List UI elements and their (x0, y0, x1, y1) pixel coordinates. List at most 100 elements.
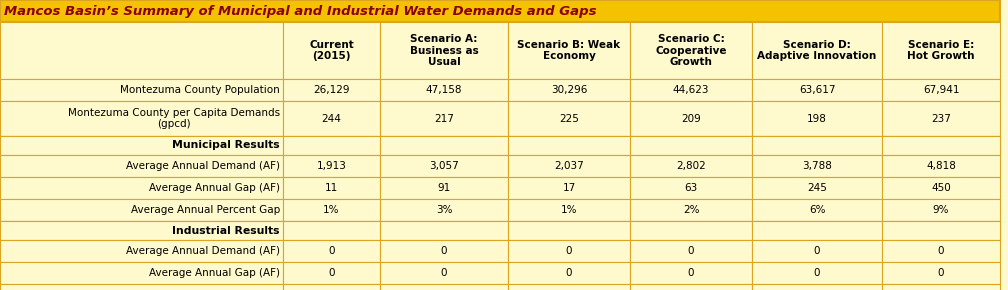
Bar (283, 177, 380, 199)
Bar (882, 284, 1000, 290)
Bar (630, 136, 752, 155)
Bar (508, 221, 630, 240)
Text: 91: 91 (437, 183, 451, 193)
Text: Average Annual Demand (AF): Average Annual Demand (AF) (126, 161, 280, 171)
Bar (508, 240, 630, 262)
Text: 0: 0 (937, 268, 944, 278)
Text: 0: 0 (565, 268, 573, 278)
Text: 0: 0 (687, 268, 695, 278)
Bar (0, 240, 283, 262)
Bar (283, 240, 380, 262)
Text: 1%: 1% (324, 205, 340, 215)
Bar (0, 177, 283, 199)
Bar (380, 155, 508, 177)
Text: 3,057: 3,057 (429, 161, 459, 171)
Bar (752, 136, 882, 155)
Bar (508, 177, 630, 199)
Text: Municipal Results: Municipal Results (172, 140, 280, 151)
Text: 0: 0 (329, 246, 335, 256)
Bar (380, 136, 508, 155)
Bar (630, 240, 752, 262)
Text: 245: 245 (807, 183, 827, 193)
Text: 3,788: 3,788 (802, 161, 832, 171)
Text: 6%: 6% (808, 205, 826, 215)
Text: Montezuma County Population: Montezuma County Population (120, 85, 280, 95)
Bar (630, 177, 752, 199)
Text: 1%: 1% (560, 205, 578, 215)
Bar (752, 177, 882, 199)
Bar (508, 79, 630, 101)
Text: 1,913: 1,913 (317, 161, 347, 171)
Bar (630, 101, 752, 136)
Text: Average Annual Gap (AF): Average Annual Gap (AF) (149, 268, 280, 278)
Text: 0: 0 (687, 246, 695, 256)
Bar (882, 101, 1000, 136)
Bar (882, 155, 1000, 177)
Text: 0: 0 (813, 246, 821, 256)
Bar (0, 221, 1000, 240)
Bar (630, 199, 752, 221)
Bar (630, 284, 752, 290)
Bar (508, 155, 630, 177)
Text: 2,037: 2,037 (554, 161, 584, 171)
Bar (752, 155, 882, 177)
Bar (508, 136, 630, 155)
Text: 17: 17 (562, 183, 576, 193)
Bar (882, 262, 1000, 284)
Text: 450: 450 (931, 183, 951, 193)
Bar (283, 79, 380, 101)
Bar (630, 22, 752, 79)
Text: Scenario D:
Adaptive Innovation: Scenario D: Adaptive Innovation (757, 40, 877, 61)
Bar (0, 101, 283, 136)
Bar (882, 177, 1000, 199)
Bar (0, 221, 283, 240)
Bar (752, 79, 882, 101)
Text: 209: 209 (681, 113, 701, 124)
Bar (752, 221, 882, 240)
Bar (752, 240, 882, 262)
Bar (283, 221, 380, 240)
Bar (752, 284, 882, 290)
Bar (283, 101, 380, 136)
Bar (882, 221, 1000, 240)
Text: Scenario C:
Cooperative
Growth: Scenario C: Cooperative Growth (655, 34, 727, 67)
Text: Scenario E:
Hot Growth: Scenario E: Hot Growth (907, 40, 975, 61)
Bar (380, 22, 508, 79)
Text: 244: 244 (322, 113, 342, 124)
Bar (882, 22, 1000, 79)
Bar (0, 262, 283, 284)
Bar (752, 22, 882, 79)
Bar (283, 199, 380, 221)
Bar (508, 284, 630, 290)
Text: Montezuma County per Capita Demands
(gpcd): Montezuma County per Capita Demands (gpc… (68, 108, 280, 129)
Bar (882, 240, 1000, 262)
Text: 225: 225 (559, 113, 579, 124)
Bar (0, 136, 1000, 155)
Bar (283, 284, 380, 290)
Text: 0: 0 (440, 246, 448, 256)
Text: 11: 11 (325, 183, 338, 193)
Bar (0, 136, 283, 155)
Bar (882, 199, 1000, 221)
Bar (630, 79, 752, 101)
Bar (508, 199, 630, 221)
Bar (283, 262, 380, 284)
Bar (380, 240, 508, 262)
Text: 47,158: 47,158 (425, 85, 463, 95)
Text: 30,296: 30,296 (550, 85, 588, 95)
Text: 63,617: 63,617 (798, 85, 836, 95)
Bar (380, 79, 508, 101)
Text: Current
(2015): Current (2015) (309, 40, 354, 61)
Text: Scenario B: Weak
Economy: Scenario B: Weak Economy (517, 40, 621, 61)
Bar (0, 199, 283, 221)
Text: 2,802: 2,802 (676, 161, 706, 171)
Text: 4,818: 4,818 (926, 161, 956, 171)
Bar (752, 101, 882, 136)
Bar (508, 262, 630, 284)
Text: Scenario A:
Business as
Usual: Scenario A: Business as Usual (409, 34, 479, 67)
Bar (380, 262, 508, 284)
Bar (882, 79, 1000, 101)
Text: 9%: 9% (932, 205, 950, 215)
Text: 63: 63 (684, 183, 698, 193)
Bar (283, 155, 380, 177)
